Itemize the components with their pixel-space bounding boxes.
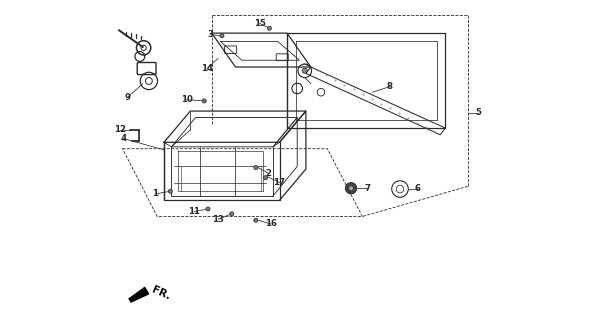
Circle shape	[345, 183, 357, 194]
Text: 13: 13	[212, 215, 224, 224]
Text: 10: 10	[181, 95, 193, 104]
Circle shape	[230, 212, 234, 216]
Text: 3: 3	[208, 30, 213, 39]
Text: 17: 17	[274, 178, 286, 187]
Text: 1: 1	[152, 189, 158, 198]
Circle shape	[268, 26, 271, 30]
Circle shape	[254, 218, 258, 222]
Text: 12: 12	[114, 125, 126, 134]
Circle shape	[220, 34, 224, 38]
Circle shape	[168, 189, 173, 193]
Text: 4: 4	[120, 134, 126, 143]
Circle shape	[302, 68, 308, 73]
Text: 16: 16	[265, 220, 277, 228]
Text: 5: 5	[475, 108, 481, 117]
Text: 9: 9	[125, 92, 131, 102]
Text: 6: 6	[415, 185, 421, 194]
Text: 2: 2	[265, 169, 271, 178]
Circle shape	[263, 176, 268, 180]
Circle shape	[202, 99, 206, 103]
Text: 11: 11	[188, 207, 200, 216]
Text: 7: 7	[364, 184, 370, 193]
Circle shape	[349, 186, 353, 190]
Text: FR.: FR.	[150, 284, 172, 301]
Circle shape	[206, 207, 210, 211]
Text: 15: 15	[254, 19, 266, 28]
Text: 8: 8	[387, 82, 393, 91]
Circle shape	[254, 165, 258, 170]
Text: 14: 14	[201, 64, 213, 73]
Polygon shape	[129, 287, 148, 302]
